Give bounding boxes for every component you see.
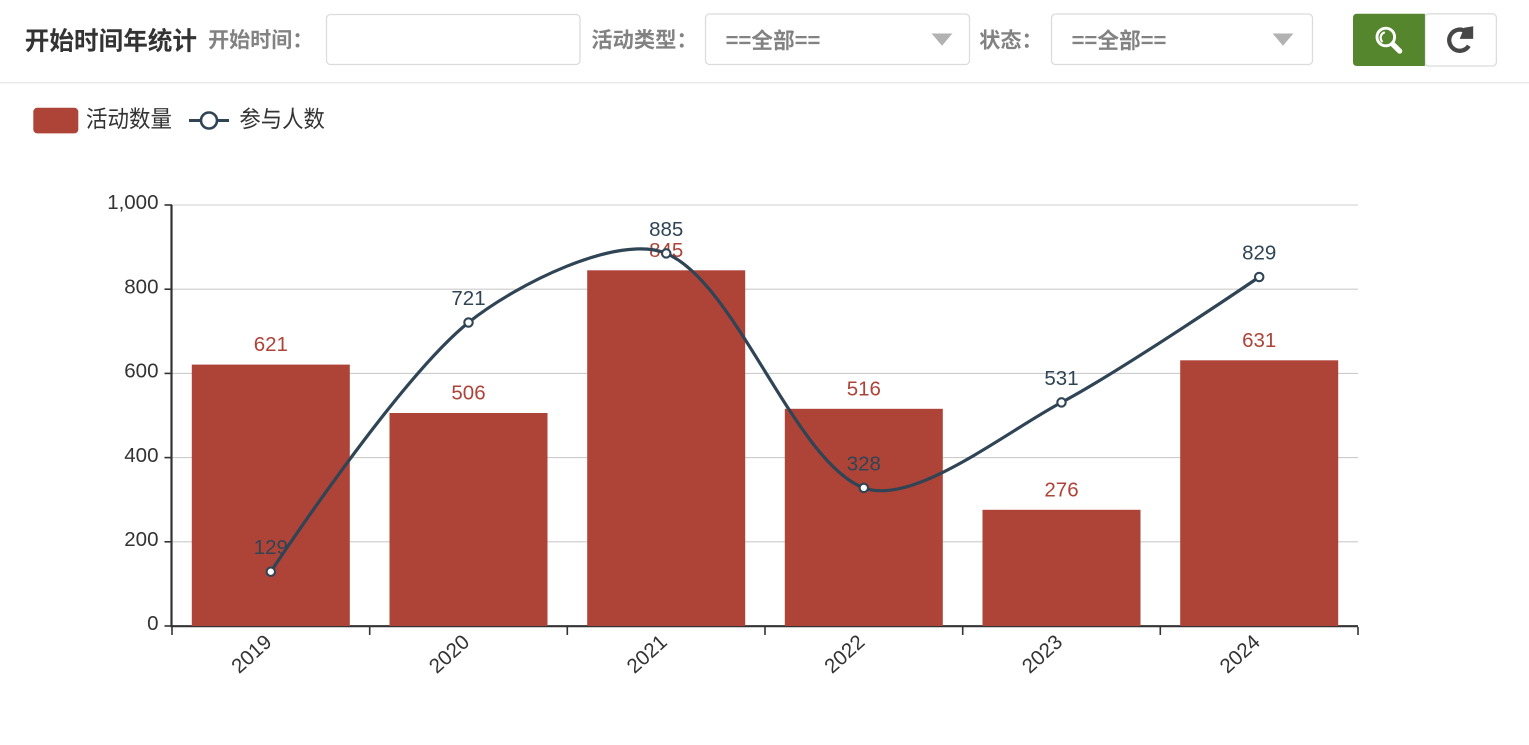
- svg-text:621: 621: [254, 333, 288, 356]
- svg-text:600: 600: [124, 360, 158, 383]
- svg-text:200: 200: [124, 528, 158, 551]
- svg-text:800: 800: [124, 275, 158, 298]
- svg-text:400: 400: [124, 444, 158, 467]
- svg-text:276: 276: [1044, 478, 1078, 501]
- svg-text:328: 328: [847, 452, 881, 475]
- svg-text:631: 631: [1242, 329, 1276, 352]
- svg-text:516: 516: [847, 377, 881, 400]
- svg-text:129: 129: [254, 536, 288, 559]
- svg-text:829: 829: [1242, 242, 1276, 265]
- svg-text:531: 531: [1044, 367, 1078, 390]
- svg-text:885: 885: [649, 218, 683, 241]
- svg-text:506: 506: [451, 382, 485, 405]
- svg-text:1,000: 1,000: [107, 191, 158, 214]
- svg-text:721: 721: [451, 287, 485, 310]
- svg-text:0: 0: [147, 612, 158, 635]
